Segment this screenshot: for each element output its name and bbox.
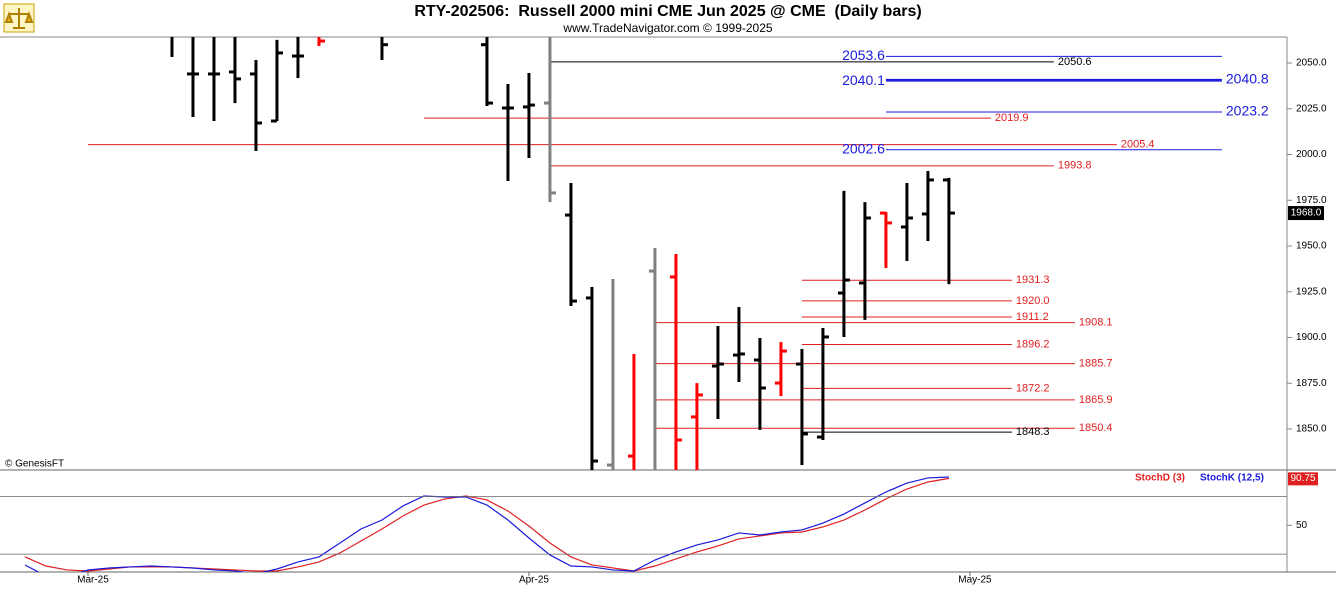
y-tick-label: 1900.0 [1296, 332, 1327, 343]
y-tick-label: 1925.0 [1296, 286, 1327, 297]
level-label: 2005.4 [1121, 139, 1155, 151]
level-label: 1911.2 [1016, 311, 1049, 323]
y-tick-label: 2000.0 [1296, 149, 1327, 160]
level-label: 2023.2 [1226, 103, 1269, 119]
level-label: 2040.1 [842, 72, 885, 88]
watermark: © GenesisFT [5, 459, 64, 470]
last-price-label: 1968.0 [1291, 208, 1322, 219]
y-tick-label: 2050.0 [1296, 58, 1327, 69]
price-plot: 2053.6 2050.6 2040.1 2040.8 2023.2 2019.9 2005… [87, 37, 1269, 470]
level-label: 2002.6 [842, 140, 885, 156]
y-tick-label: 1950.0 [1296, 241, 1327, 252]
x-tick-label: May-25 [958, 575, 992, 586]
level-label: 2040.8 [1226, 71, 1269, 87]
level-label: 2019.9 [995, 112, 1029, 124]
level-label: 1885.7 [1079, 358, 1113, 370]
level-label: 1993.8 [1058, 160, 1092, 172]
y-tick-label: 2025.0 [1296, 103, 1327, 114]
y-tick-label: 50 [1296, 520, 1308, 531]
legend-label: StochD (3) [1135, 473, 1185, 484]
level-label: 2050.6 [1058, 56, 1092, 68]
legend-label: StochK (12,5) [1200, 473, 1264, 484]
level-label: 1850.4 [1079, 422, 1113, 434]
stoch-line [24, 476, 949, 572]
level-label: 1920.0 [1016, 295, 1050, 307]
level-label: 1872.2 [1016, 382, 1050, 394]
logo [3, 3, 35, 33]
y-tick-label: 1850.0 [1296, 424, 1327, 435]
level-label: 1896.2 [1016, 338, 1050, 350]
last-value-label: 90.75 [1290, 473, 1315, 484]
chart-subtitle: www.TradeNavigator.com © 1999-2025 [562, 21, 772, 35]
y-tick-label: 1875.0 [1296, 378, 1327, 389]
x-tick-label: Apr-25 [519, 575, 549, 586]
last-value-box [1288, 472, 1318, 486]
level-label: 1908.1 [1079, 317, 1113, 329]
level-label: 1865.9 [1079, 394, 1113, 406]
last-price-box [1288, 206, 1324, 221]
level-label: 1931.3 [1016, 274, 1050, 286]
y-tick-label: 1975.0 [1296, 195, 1327, 206]
x-tick-label: Mar-25 [77, 575, 109, 586]
stoch-plot [24, 476, 950, 572]
level-label: 2053.6 [842, 47, 885, 63]
chart-title: RTY-202506: Russell 2000 mini CME Jun 20… [414, 3, 921, 20]
level-label: 1848.3 [1016, 426, 1050, 438]
